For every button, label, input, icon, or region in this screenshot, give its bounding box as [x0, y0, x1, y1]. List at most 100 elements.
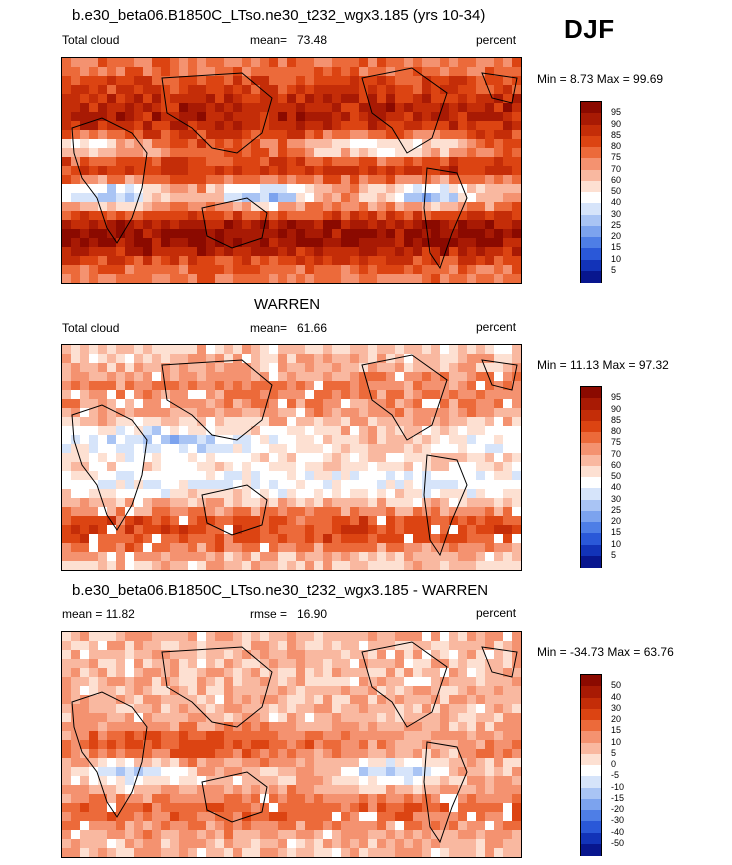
map-cell	[296, 381, 306, 391]
map-cell	[188, 229, 198, 239]
map-cell	[143, 740, 153, 750]
map-cell	[71, 94, 81, 104]
map-cell	[350, 722, 360, 732]
map-cell	[206, 184, 216, 194]
map-cell	[440, 713, 450, 723]
map-cell	[350, 345, 360, 355]
map-cell	[494, 722, 504, 732]
map-cell	[350, 785, 360, 795]
map-cell	[170, 516, 180, 526]
map-cell	[251, 821, 261, 831]
map-cell	[116, 121, 126, 131]
map-cell	[350, 274, 360, 283]
map-cell	[296, 758, 306, 768]
map-cell	[206, 220, 216, 230]
map-cell	[242, 803, 252, 813]
map-cell	[404, 731, 414, 741]
map-cell	[503, 202, 513, 212]
map-cell	[512, 480, 521, 490]
map-cell	[89, 157, 99, 167]
map-cell	[179, 345, 189, 355]
colorbar-tick-label: 30	[611, 208, 622, 219]
map-cell	[485, 758, 495, 768]
map-cell	[467, 812, 477, 822]
map-cell	[179, 803, 189, 813]
map-cell	[296, 722, 306, 732]
map-cell	[413, 525, 423, 535]
map-cell	[359, 462, 369, 472]
map-cell	[242, 758, 252, 768]
map-cell	[224, 821, 234, 831]
map-cell	[449, 67, 459, 77]
map-cell	[440, 184, 450, 194]
map-cell	[458, 193, 468, 203]
map-cell	[332, 695, 342, 705]
colorbar-swatch	[581, 522, 601, 534]
map-cell	[467, 139, 477, 149]
map-cell	[98, 67, 108, 77]
map-cell	[152, 274, 162, 283]
map-cell	[350, 220, 360, 230]
map-cell	[269, 830, 279, 840]
map-cell	[377, 345, 387, 355]
map-cell	[161, 372, 171, 382]
map-cell	[386, 247, 396, 257]
map-cell	[386, 704, 396, 714]
map-cell	[215, 758, 225, 768]
map-cell	[188, 641, 198, 651]
map-cell	[413, 399, 423, 409]
map-cell	[260, 758, 270, 768]
map-cell	[242, 534, 252, 544]
map-cell	[332, 686, 342, 696]
map-cell	[431, 220, 441, 230]
map-cell	[71, 238, 81, 248]
map-cell	[422, 130, 432, 140]
map-cell	[206, 821, 216, 831]
map-cell	[404, 148, 414, 158]
map-cell	[269, 399, 279, 409]
map-cell	[350, 543, 360, 553]
map-cell	[332, 417, 342, 427]
map-cell	[233, 166, 243, 176]
map-cell	[467, 381, 477, 391]
map-cell	[188, 265, 198, 275]
map-cell	[242, 94, 252, 104]
map-cell	[485, 632, 495, 642]
map-cell	[458, 525, 468, 535]
map-cell	[206, 67, 216, 77]
map-cell	[224, 354, 234, 364]
map-cell	[197, 498, 207, 508]
map-cell	[80, 453, 90, 463]
map-cell	[467, 265, 477, 275]
map-cell	[323, 552, 333, 562]
map-cell	[269, 166, 279, 176]
map-cell	[170, 552, 180, 562]
map-cell	[116, 525, 126, 535]
map-cell	[188, 525, 198, 535]
map-cell	[197, 372, 207, 382]
map-cell	[359, 417, 369, 427]
map-cell	[143, 839, 153, 849]
map-cell	[476, 776, 486, 786]
map-cell	[251, 94, 261, 104]
map-cell	[422, 731, 432, 741]
map-cell	[341, 821, 351, 831]
coastline	[423, 167, 468, 270]
colorbar-tick-label: 70	[611, 448, 622, 459]
map-cell	[89, 148, 99, 158]
map-cell	[206, 749, 216, 759]
map-cell	[386, 695, 396, 705]
map-cell	[125, 489, 135, 499]
map-cell	[260, 417, 270, 427]
map-cell	[395, 247, 405, 257]
map-cell	[494, 265, 504, 275]
map-cell	[314, 193, 324, 203]
map-cell	[89, 130, 99, 140]
map-cell	[161, 417, 171, 427]
map-cell	[71, 758, 81, 768]
map-cell	[386, 390, 396, 400]
map-cell	[449, 794, 459, 804]
map-cell	[269, 489, 279, 499]
map-cell	[494, 848, 504, 857]
map-cell	[341, 516, 351, 526]
